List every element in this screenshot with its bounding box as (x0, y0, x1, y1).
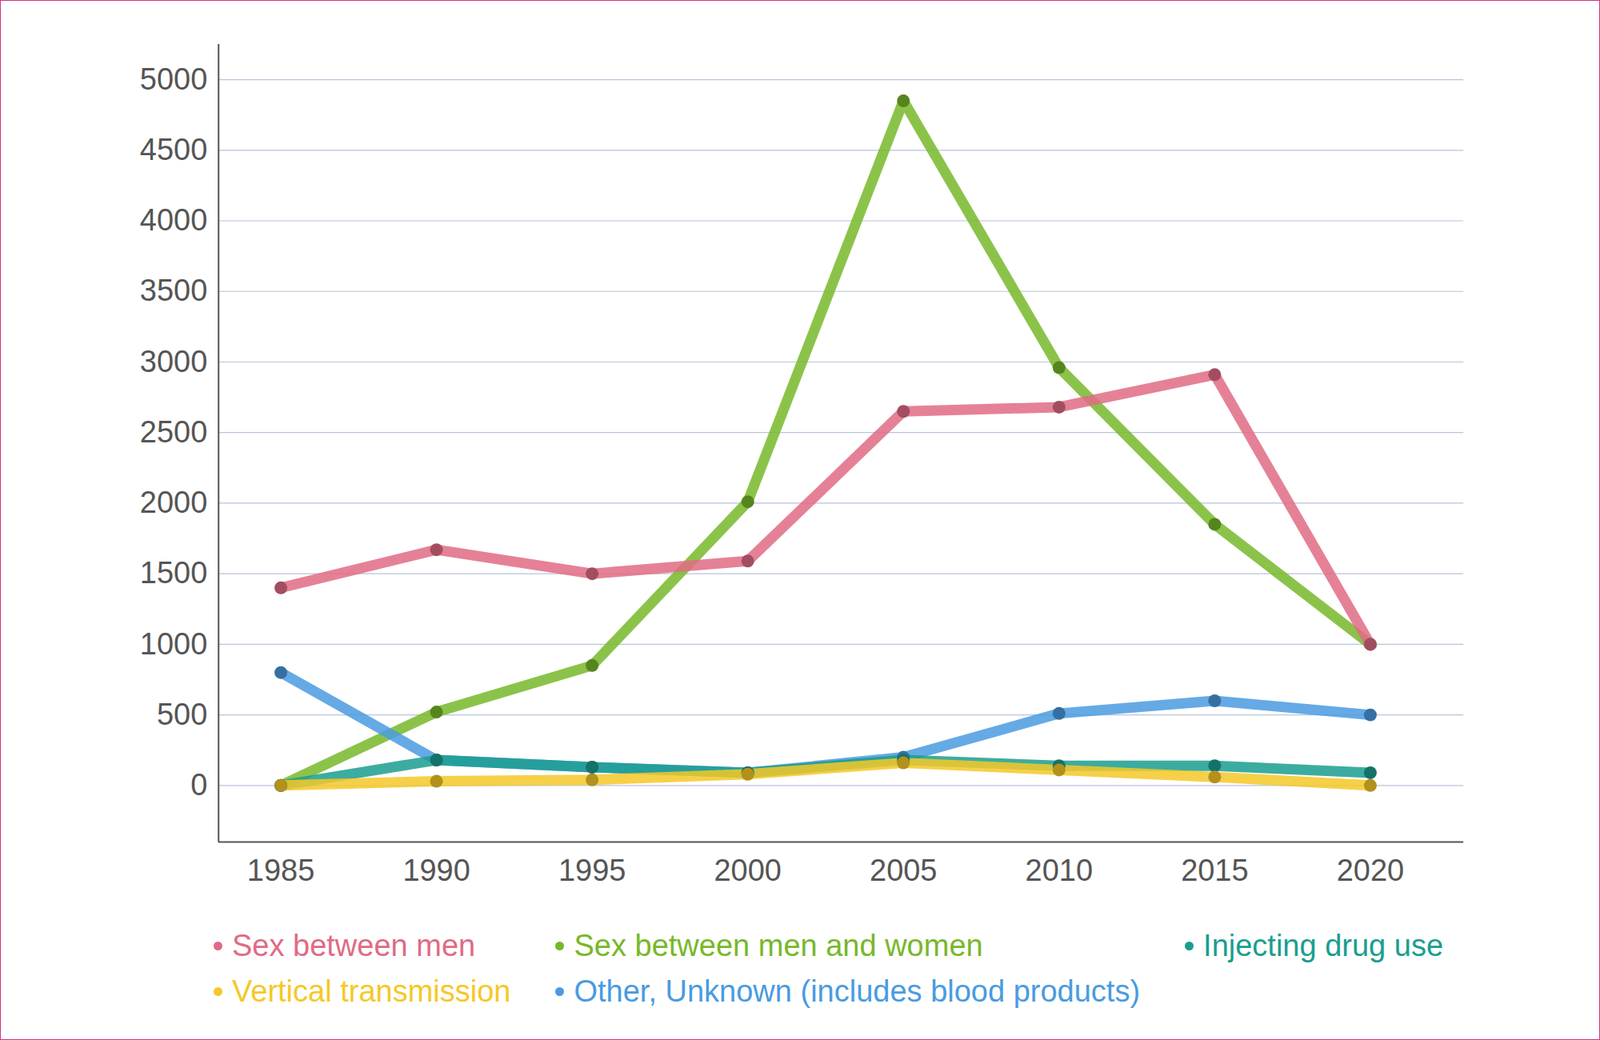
svg-text:2010: 2010 (1025, 853, 1093, 888)
svg-text:500: 500 (156, 697, 208, 732)
svg-text:4000: 4000 (140, 203, 208, 237)
svg-text:2015: 2015 (1180, 853, 1248, 888)
svg-text:1000: 1000 (140, 627, 208, 661)
html-text:Sex between men: Sex between men (232, 928, 476, 963)
svg-text:1995: 1995 (558, 853, 626, 888)
svg-text:1985: 1985 (247, 853, 315, 888)
html-text:Injecting drug use: Injecting drug use (1203, 928, 1444, 963)
svg-text:2000: 2000 (140, 485, 208, 520)
svg-text:2000: 2000 (713, 853, 781, 888)
svg-text:1500: 1500 (140, 556, 208, 590)
svg-text:0: 0 (190, 768, 208, 802)
html-text:Vertical transmission: Vertical transmission (232, 974, 511, 1008)
svg-text:2020: 2020 (1336, 853, 1404, 888)
html-text:Other, Unknown (includes blood: Other, Unknown (includes blood products) (574, 974, 1141, 1008)
svg-text:1990: 1990 (402, 853, 470, 888)
svg-text:2500: 2500 (140, 415, 208, 449)
svg-text:5000: 5000 (140, 62, 208, 96)
svg-text:3000: 3000 (140, 344, 208, 379)
html-text:Sex between men and women: Sex between men and women (574, 928, 983, 963)
svg-text:3500: 3500 (140, 273, 208, 308)
svg-text:4500: 4500 (140, 132, 208, 167)
svg-text:2005: 2005 (869, 853, 937, 888)
